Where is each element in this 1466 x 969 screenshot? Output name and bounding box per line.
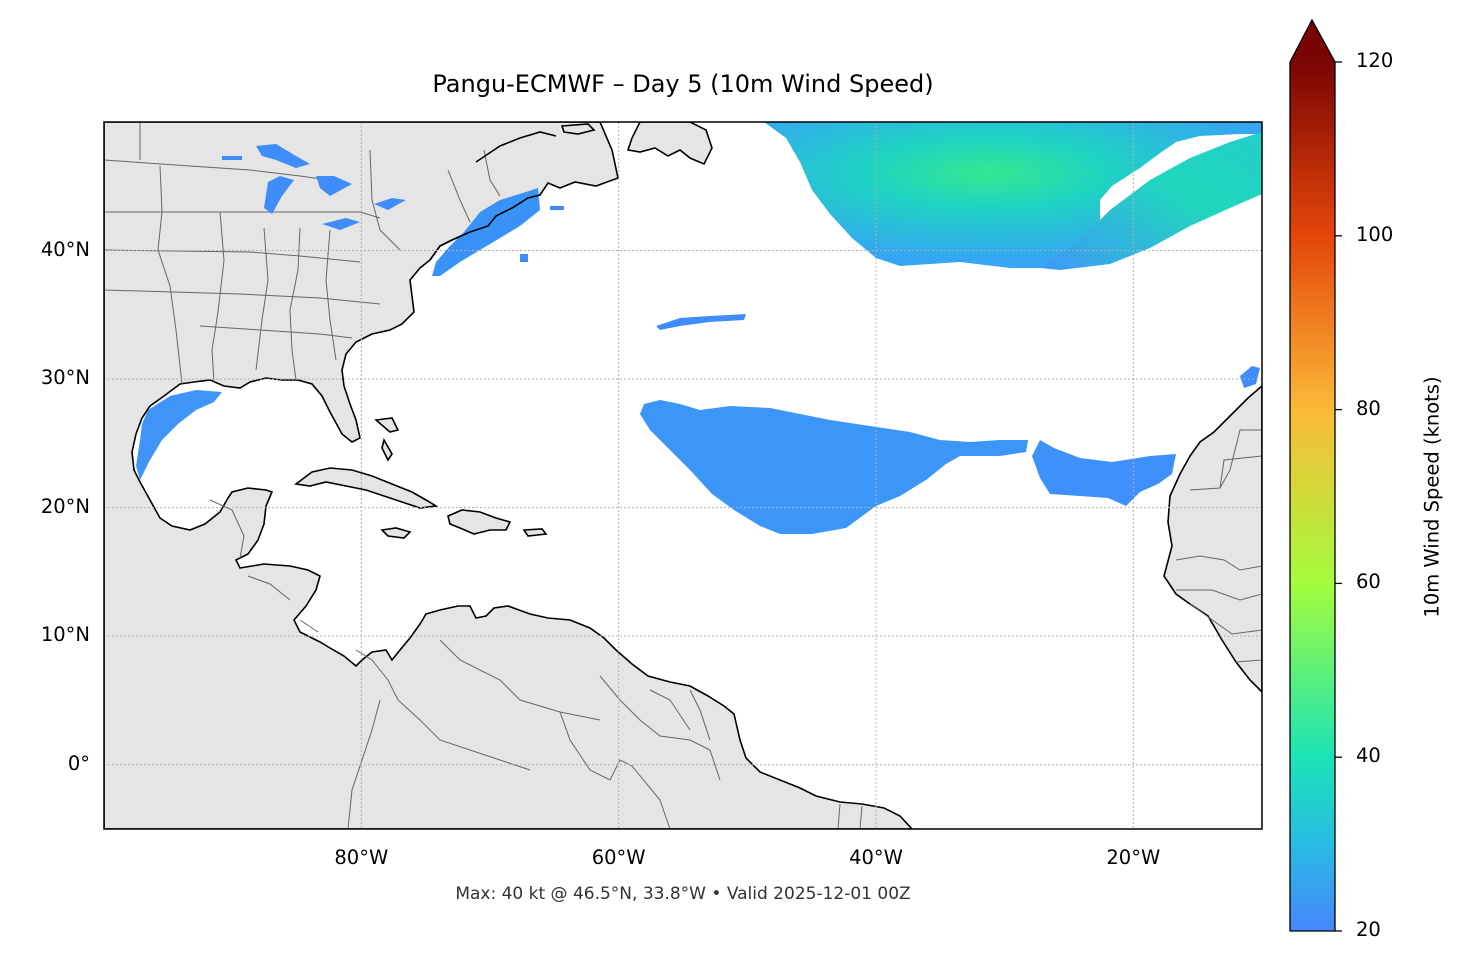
gridlines [104, 122, 1262, 829]
map-frame [103, 121, 1263, 830]
wind-east-band [1032, 440, 1176, 506]
land-layer [104, 122, 1262, 829]
colorbar-gradient [1290, 62, 1335, 931]
wind-layer [136, 122, 1262, 534]
colorbar-tick-label: 80 [1356, 396, 1381, 420]
colorbar-tick-label: 40 [1356, 744, 1381, 768]
footer-caption: Max: 40 kt @ 46.5°N, 33.8°W • Valid 2025… [455, 884, 911, 904]
lat-tick-label: 0° [67, 751, 90, 775]
newfoundland-land [626, 122, 713, 166]
wind-great-lakes-1 [256, 144, 310, 168]
hispaniola-land [447, 509, 512, 535]
lon-tick-label: 40°W [849, 846, 903, 869]
colorbar-extend-arrow [1290, 20, 1335, 62]
wind-subtropical-band [640, 400, 1028, 534]
colorbar-title: 10m Wind Speed (knots) [1420, 376, 1444, 618]
wind-gulf-of-mexico [136, 390, 222, 480]
colorbar [1289, 18, 1342, 932]
lat-tick-label: 10°N [40, 623, 90, 647]
wind-great-lakes-3 [316, 176, 352, 196]
lat-tick-label: 30°N [40, 366, 90, 390]
lat-tick-label: 20°N [40, 494, 90, 518]
wind-great-lakes-5 [374, 198, 406, 210]
colorbar-outline [1289, 18, 1336, 932]
colorbar-tick-label: 100 [1356, 222, 1394, 246]
colorbar-tick-label: 120 [1356, 49, 1394, 72]
colorbar-tick-label: 60 [1356, 570, 1381, 594]
cuba-land [293, 467, 439, 509]
wind-north-atlantic-jet [764, 122, 1262, 268]
lon-tick-label: 80°W [334, 846, 389, 869]
north-america-land [104, 122, 914, 829]
borders-layer [104, 122, 1262, 829]
map-area [104, 122, 1262, 829]
lon-tick-label: 20°W [1106, 846, 1161, 869]
africa-land [1163, 384, 1262, 694]
lon-tick-label: 60°W [591, 846, 646, 869]
wind-thin-band [656, 314, 746, 330]
wind-great-lakes-2 [264, 176, 294, 214]
colorbar-tick-label: 20 [1356, 918, 1381, 941]
lat-tick-label: 40°N [40, 237, 90, 261]
wind-jet-branch [1040, 132, 1262, 270]
wind-us-east-coast [432, 188, 540, 276]
wind-great-lakes-4 [322, 218, 360, 230]
map-title: Pangu-ECMWF – Day 5 (10m Wind Speed) [432, 70, 934, 98]
wind-canary [1240, 366, 1260, 388]
